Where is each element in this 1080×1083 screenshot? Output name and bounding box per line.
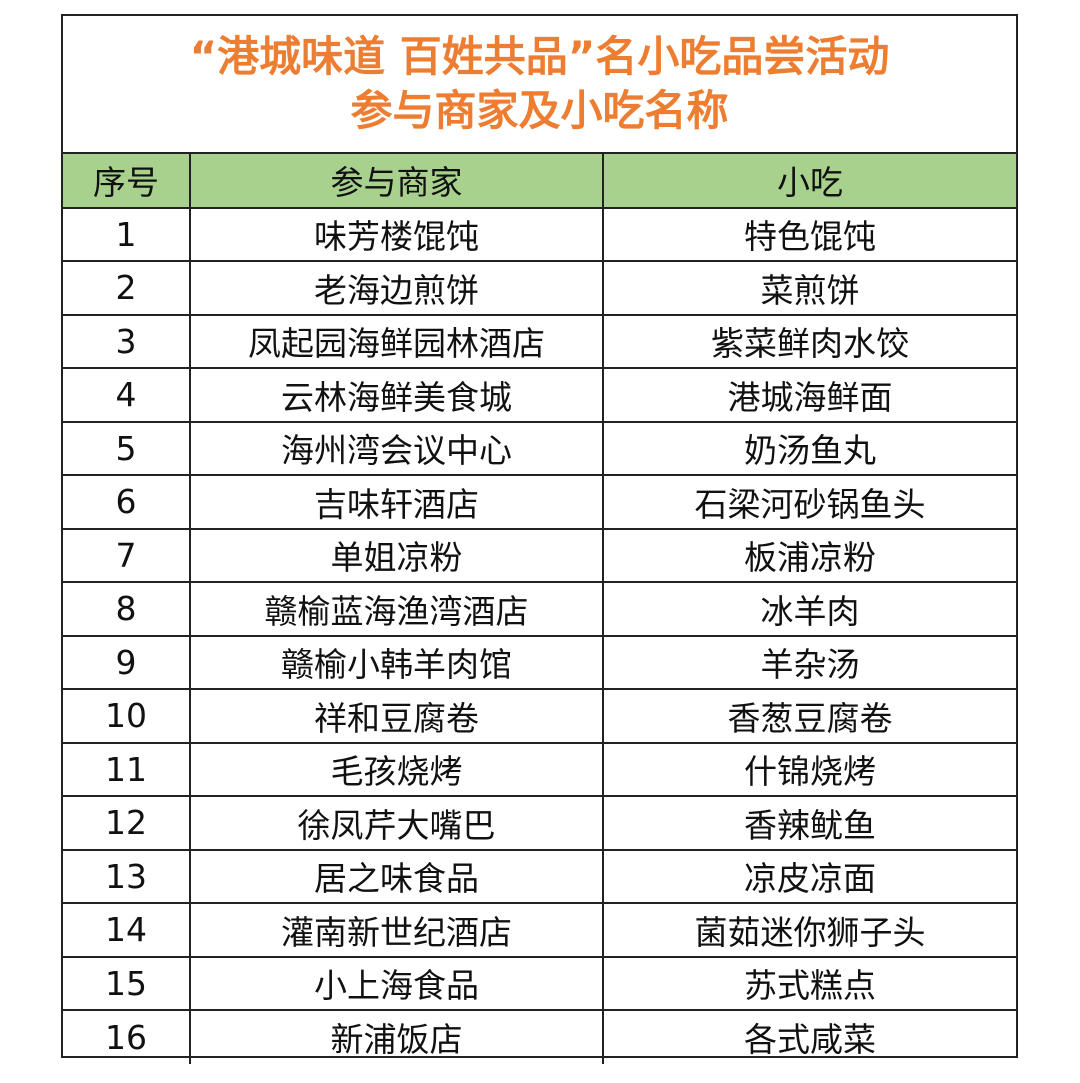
merchant-snack-table: 序号 参与商家 小吃 1 味芳楼馄饨 特色馄饨 2 老海边煎饼 菜煎饼 3 凤起园海鲜园林酒店… bbox=[63, 154, 1016, 1064]
merchant-name-cell: 徐凤芹大嘴巴 bbox=[189, 795, 604, 851]
table-row: 14 灌南新世纪酒店 菌茹迷你狮子头 bbox=[63, 902, 1016, 958]
merchant-name-cell: 味芳楼馄饨 bbox=[189, 206, 604, 262]
row-index-cell: 6 bbox=[63, 474, 191, 530]
merchant-name-cell: 云林海鲜美食城 bbox=[189, 367, 604, 423]
header-snack: 小吃 bbox=[602, 154, 1016, 209]
row-index-cell: 12 bbox=[63, 795, 191, 851]
snack-name-cell: 板浦凉粉 bbox=[602, 527, 1016, 583]
table-row: 8 赣榆蓝海渔湾酒店 冰羊肉 bbox=[63, 581, 1016, 637]
snack-list-sheet: “港城味道 百姓共品”名小吃品尝活动 参与商家及小吃名称 序号 参与商家 小吃 … bbox=[61, 14, 1018, 1064]
table-row: 1 味芳楼馄饨 特色馄饨 bbox=[63, 206, 1016, 262]
table-row: 9 赣榆小韩羊肉馆 羊杂汤 bbox=[63, 634, 1016, 690]
merchant-name-cell: 居之味食品 bbox=[189, 848, 604, 904]
table-row: 2 老海边煎饼 菜煎饼 bbox=[63, 260, 1016, 316]
table-header-row: 序号 参与商家 小吃 bbox=[63, 154, 1016, 209]
snack-name-cell: 特色馄饨 bbox=[602, 206, 1016, 262]
snack-name-cell: 港城海鲜面 bbox=[602, 367, 1016, 423]
table-row: 11 毛孩烧烤 什锦烧烤 bbox=[63, 741, 1016, 797]
row-index-cell: 16 bbox=[63, 1009, 191, 1064]
table-row: 10 祥和豆腐卷 香葱豆腐卷 bbox=[63, 688, 1016, 744]
table-row: 12 徐凤芹大嘴巴 香辣鱿鱼 bbox=[63, 795, 1016, 851]
merchant-name-cell: 凤起园海鲜园林酒店 bbox=[189, 313, 604, 369]
merchant-name-cell: 单姐凉粉 bbox=[189, 527, 604, 583]
merchant-name-cell: 赣榆蓝海渔湾酒店 bbox=[189, 581, 604, 637]
table-row: 7 单姐凉粉 板浦凉粉 bbox=[63, 527, 1016, 583]
merchant-name-cell: 赣榆小韩羊肉馆 bbox=[189, 634, 604, 690]
snack-name-cell: 菜煎饼 bbox=[602, 260, 1016, 316]
merchant-name-cell: 海州湾会议中心 bbox=[189, 420, 604, 476]
merchant-name-cell: 新浦饭店 bbox=[189, 1009, 604, 1064]
snack-name-cell: 香辣鱿鱼 bbox=[602, 795, 1016, 851]
header-index: 序号 bbox=[63, 154, 191, 209]
snack-name-cell: 冰羊肉 bbox=[602, 581, 1016, 637]
snack-name-cell: 香葱豆腐卷 bbox=[602, 688, 1016, 744]
row-index-cell: 13 bbox=[63, 848, 191, 904]
snack-name-cell: 菌茹迷你狮子头 bbox=[602, 902, 1016, 958]
snack-name-cell: 什锦烧烤 bbox=[602, 741, 1016, 797]
merchant-name-cell: 老海边煎饼 bbox=[189, 260, 604, 316]
table-row: 6 吉味轩酒店 石梁河砂锅鱼头 bbox=[63, 474, 1016, 530]
row-index-cell: 11 bbox=[63, 741, 191, 797]
merchant-name-cell: 灌南新世纪酒店 bbox=[189, 902, 604, 958]
merchant-name-cell: 祥和豆腐卷 bbox=[189, 688, 604, 744]
snack-name-cell: 石梁河砂锅鱼头 bbox=[602, 474, 1016, 530]
table-row: 3 凤起园海鲜园林酒店 紫菜鲜肉水饺 bbox=[63, 313, 1016, 369]
snack-name-cell: 羊杂汤 bbox=[602, 634, 1016, 690]
row-index-cell: 14 bbox=[63, 902, 191, 958]
row-index-cell: 2 bbox=[63, 260, 191, 316]
table-body: 1 味芳楼馄饨 特色馄饨 2 老海边煎饼 菜煎饼 3 凤起园海鲜园林酒店 紫菜鲜肉水饺 4 云林海鲜… bbox=[63, 206, 1016, 1064]
title-line-2: 参与商家及小吃名称 bbox=[350, 86, 729, 135]
row-index-cell: 7 bbox=[63, 527, 191, 583]
table-row: 4 云林海鲜美食城 港城海鲜面 bbox=[63, 367, 1016, 423]
table-row: 15 小上海食品 苏式糕点 bbox=[63, 955, 1016, 1011]
row-index-cell: 4 bbox=[63, 367, 191, 423]
merchant-name-cell: 毛孩烧烤 bbox=[189, 741, 604, 797]
snack-name-cell: 各式咸菜 bbox=[602, 1009, 1016, 1064]
row-index-cell: 5 bbox=[63, 420, 191, 476]
snack-name-cell: 苏式糕点 bbox=[602, 955, 1016, 1011]
table-row: 5 海州湾会议中心 奶汤鱼丸 bbox=[63, 420, 1016, 476]
row-index-cell: 1 bbox=[63, 206, 191, 262]
table-row: 16 新浦饭店 各式咸菜 bbox=[63, 1009, 1016, 1064]
title-block: “港城味道 百姓共品”名小吃品尝活动 参与商家及小吃名称 bbox=[63, 16, 1016, 154]
header-merchant: 参与商家 bbox=[189, 154, 604, 209]
row-index-cell: 8 bbox=[63, 581, 191, 637]
row-index-cell: 3 bbox=[63, 313, 191, 369]
table-row: 13 居之味食品 凉皮凉面 bbox=[63, 848, 1016, 904]
row-index-cell: 9 bbox=[63, 634, 191, 690]
merchant-name-cell: 吉味轩酒店 bbox=[189, 474, 604, 530]
snack-name-cell: 凉皮凉面 bbox=[602, 848, 1016, 904]
snack-name-cell: 紫菜鲜肉水饺 bbox=[602, 313, 1016, 369]
row-index-cell: 15 bbox=[63, 955, 191, 1011]
title-line-1: “港城味道 百姓共品”名小吃品尝活动 bbox=[189, 32, 890, 81]
row-index-cell: 10 bbox=[63, 688, 191, 744]
merchant-name-cell: 小上海食品 bbox=[189, 955, 604, 1011]
snack-name-cell: 奶汤鱼丸 bbox=[602, 420, 1016, 476]
